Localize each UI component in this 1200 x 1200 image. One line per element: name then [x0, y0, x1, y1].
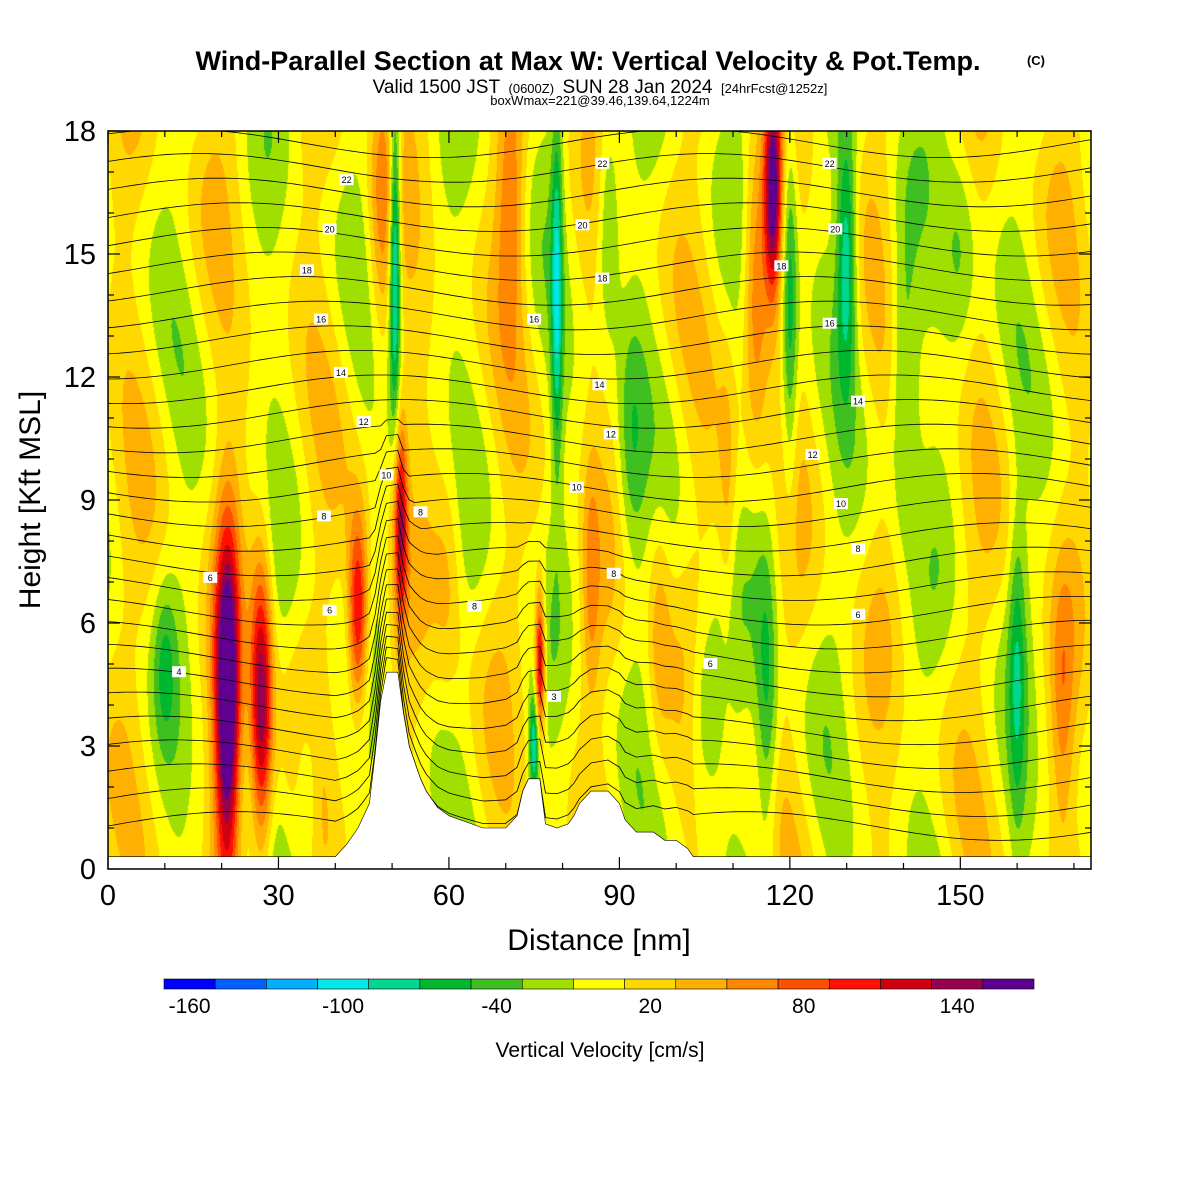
- theta-label: 20: [830, 224, 840, 234]
- theta-label: 18: [302, 265, 312, 275]
- theta-label: 22: [342, 175, 352, 185]
- x-tick-label: 120: [766, 880, 814, 912]
- theta-label: 6: [708, 659, 713, 669]
- y-tick-label: 18: [64, 116, 96, 148]
- colorbar-bin: [829, 979, 880, 989]
- colorbar-bin: [983, 979, 1034, 989]
- colorbar-bin: [932, 979, 983, 989]
- theta-label: 4: [177, 667, 182, 677]
- theta-label: 14: [336, 368, 346, 378]
- colorbar-tick-label: 20: [639, 995, 662, 1018]
- theta-label: 10: [572, 483, 582, 493]
- theta-label: 8: [611, 569, 616, 579]
- theta-label: 10: [381, 470, 391, 480]
- colorbar-tick-labels: -160 -100 -40 20 80 140: [169, 995, 975, 1018]
- colorbar-tick-label: -100: [322, 995, 364, 1018]
- theta-label: 12: [808, 450, 818, 460]
- colorbar-tick-label: -160: [169, 995, 211, 1018]
- y-tick-label: 6: [80, 608, 96, 640]
- theta-label: 10: [836, 499, 846, 509]
- theta-label: 6: [327, 606, 332, 616]
- x-tick-label: 60: [433, 880, 465, 912]
- x-tick-label: 0: [100, 880, 116, 912]
- theta-label: 6: [208, 573, 213, 583]
- y-tick-label: 15: [64, 239, 96, 271]
- theta-label: 20: [325, 224, 335, 234]
- y-tick-label: 0: [80, 854, 96, 886]
- chart-title: Wind-Parallel Section at Max W: Vertical…: [196, 46, 981, 76]
- y-tick-label: 12: [64, 362, 96, 394]
- theta-label: 16: [316, 315, 326, 325]
- theta-label: 16: [529, 315, 539, 325]
- forecast-info: [24hrFcst@1252z]: [721, 81, 827, 96]
- valid-prefix: Valid 1500 JST: [373, 77, 501, 98]
- theta-label: 8: [472, 602, 477, 612]
- colorbar: [164, 979, 1034, 989]
- theta-label: 3: [552, 692, 557, 702]
- colorbar-bin: [369, 979, 420, 989]
- theta-label: 18: [776, 261, 786, 271]
- colorbar-bin: [471, 979, 522, 989]
- boxmax-info: boxWmax=221@39.46,139.64,1224m: [490, 93, 710, 108]
- colorbar-bin: [164, 979, 215, 989]
- theta-label: 8: [418, 507, 423, 517]
- theta-label: 22: [597, 159, 607, 169]
- colorbar-tick-label: 80: [792, 995, 815, 1018]
- copyright-mark: (C): [1027, 53, 1045, 68]
- colorbar-tick-label: -40: [481, 995, 511, 1018]
- theta-label: 20: [577, 220, 587, 230]
- x-axis-label: Distance [nm]: [507, 924, 690, 957]
- theta-label: 8: [321, 511, 326, 521]
- theta-label: 16: [825, 319, 835, 329]
- colorbar-bin: [880, 979, 931, 989]
- colorbar-bin: [625, 979, 676, 989]
- colorbar-bin: [727, 979, 778, 989]
- theta-label: 8: [856, 544, 861, 554]
- y-tick-label: 3: [80, 731, 96, 763]
- plot-area: 22 20 18 16 14 12 10 8 6 4 8 6 8 16 20 22 18 14 12 10 8 3 6 22 2…: [108, 131, 1091, 869]
- colorbar-bin: [522, 979, 573, 989]
- x-tick-label: 90: [603, 880, 635, 912]
- colorbar-bin: [420, 979, 471, 989]
- theta-label: 22: [825, 159, 835, 169]
- colorbar-bin: [676, 979, 727, 989]
- colorbar-bin: [318, 979, 369, 989]
- y-axis-label: Height [Kft MSL]: [14, 391, 47, 609]
- theta-label: 6: [856, 610, 861, 620]
- colorbar-bin: [778, 979, 829, 989]
- colorbar-bin: [215, 979, 266, 989]
- colorbar-tick-label: 140: [940, 995, 975, 1018]
- theta-label: 18: [597, 274, 607, 284]
- colorbar-label: Vertical Velocity [cm/s]: [496, 1039, 705, 1062]
- theta-label: 12: [359, 417, 369, 427]
- y-tick-label: 9: [80, 485, 96, 517]
- x-tick-label: 150: [936, 880, 984, 912]
- theta-label: 14: [594, 380, 604, 390]
- colorbar-bin: [266, 979, 317, 989]
- theta-label: 14: [853, 397, 863, 407]
- colorbar-bin: [573, 979, 624, 989]
- x-tick-label: 30: [262, 880, 294, 912]
- theta-label: 12: [606, 429, 616, 439]
